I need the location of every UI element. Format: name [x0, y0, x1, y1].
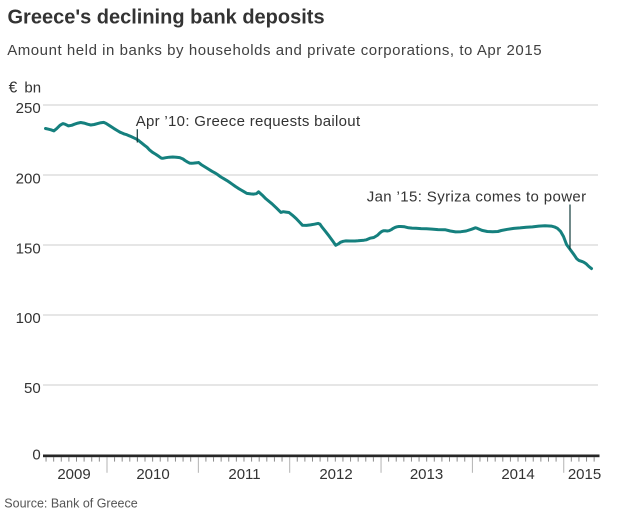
svg-text:2009: 2009 [57, 466, 90, 483]
svg-text:2015: 2015 [568, 466, 601, 483]
svg-text:€bn: € bn [9, 80, 41, 97]
svg-text:200: 200 [16, 170, 41, 187]
svg-text:2014: 2014 [501, 466, 534, 483]
svg-text:2011: 2011 [228, 466, 260, 483]
svg-text:2012: 2012 [319, 466, 352, 483]
svg-text:150: 150 [16, 240, 41, 257]
svg-text:Source: Bank of Greece: Source: Bank of Greece [4, 496, 137, 510]
svg-text:2013: 2013 [410, 466, 443, 483]
svg-text:Jan ’15: Syriza comes to power: Jan ’15: Syriza comes to power [367, 188, 587, 205]
svg-text:50: 50 [24, 380, 41, 397]
svg-text:2010: 2010 [136, 466, 169, 483]
svg-text:250: 250 [16, 100, 41, 117]
svg-text:100: 100 [16, 310, 41, 327]
svg-text:Greece's declining bank deposi: Greece's declining bank deposits [8, 7, 325, 29]
svg-text:0: 0 [32, 446, 40, 463]
svg-text:Amount held in banks by househ: Amount held in banks by households and p… [7, 42, 542, 59]
svg-text:Apr ’10: Greece requests bailo: Apr ’10: Greece requests bailout [136, 113, 361, 130]
